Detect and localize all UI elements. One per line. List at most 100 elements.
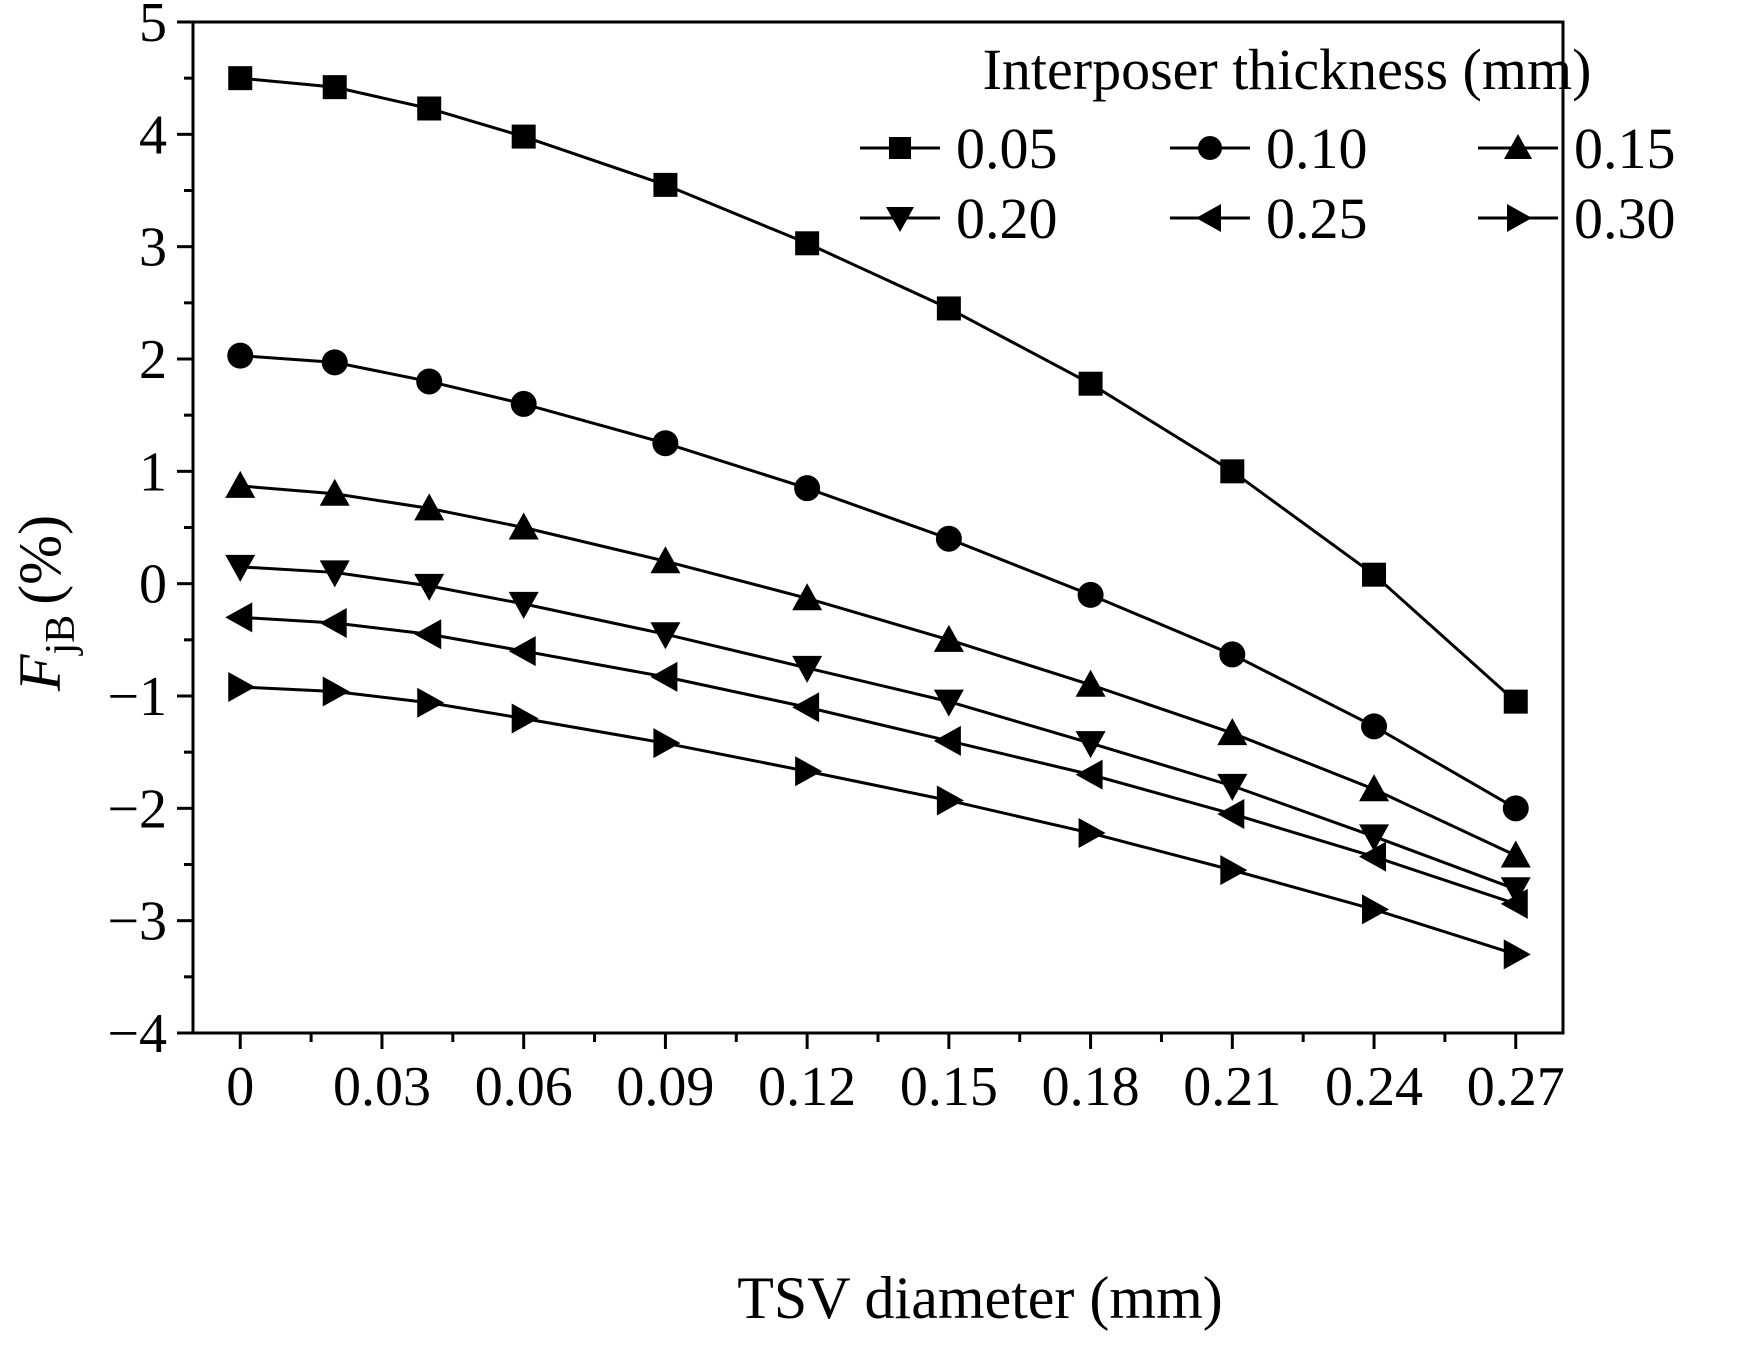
data-point-square <box>1078 371 1103 396</box>
legend-label: 0.25 <box>1266 186 1368 251</box>
data-point-circle <box>1219 641 1246 668</box>
y-tick-label: −3 <box>107 891 167 953</box>
data-point-triangle-down <box>225 554 256 582</box>
data-point-triangle-down <box>1359 824 1390 852</box>
y-tick-label: 1 <box>139 441 167 503</box>
data-point-triangle-down <box>650 622 681 650</box>
data-point-triangle-down <box>792 655 823 683</box>
series-line <box>240 685 1517 956</box>
data-point-triangle-up <box>225 470 256 498</box>
data-point-triangle-left <box>1217 798 1245 829</box>
data-point-square <box>795 231 820 256</box>
x-axis-ticks: 0 0.03 0.06 0.09 0.12 0.15 0.18 0.21 0.24 0.27 <box>226 1033 1565 1118</box>
x-tick-label: 0.03 <box>333 1056 431 1118</box>
legend-entry-0.15: 0.15 <box>1478 116 1676 181</box>
data-point-triangle-left <box>1196 204 1221 232</box>
data-point-triangle-left <box>1500 888 1528 919</box>
data-point-circle <box>227 342 254 369</box>
data-point-triangle-up <box>650 546 681 574</box>
data-point-square <box>936 296 961 321</box>
data-point-triangle-up <box>792 583 823 611</box>
legend-label: 0.05 <box>956 116 1058 181</box>
data-point-square <box>1503 689 1528 714</box>
data-point-circle <box>1361 713 1388 740</box>
data-point-circle <box>1077 581 1104 608</box>
legend-label: 0.15 <box>1574 116 1676 181</box>
data-point-triangle-right <box>1507 204 1532 232</box>
legend-entry-0.25: 0.25 <box>1170 186 1368 251</box>
data-point-triangle-right <box>1503 939 1531 970</box>
data-point-square <box>228 66 253 91</box>
data-point-triangle-right <box>653 728 681 759</box>
data-point-triangle-right <box>322 676 350 707</box>
y-axis-ticks: 5 4 3 2 1 0 −1 −2 −3 −4 <box>107 0 193 1065</box>
y-tick-label: −1 <box>107 666 167 728</box>
legend-label: 0.30 <box>1574 186 1676 251</box>
data-point-triangle-left <box>792 692 820 723</box>
data-point-triangle-down <box>1500 877 1531 905</box>
y-tick-label: 5 <box>139 0 167 54</box>
y-tick-label: 3 <box>139 217 167 279</box>
data-point-triangle-up <box>1075 669 1106 697</box>
y-tick-label: 0 <box>139 554 167 616</box>
data-point-circle <box>1502 795 1529 822</box>
data-point-triangle-right <box>1362 894 1390 925</box>
data-point-triangle-left <box>1359 841 1387 872</box>
series-line <box>240 484 1517 857</box>
series-line <box>240 615 1517 906</box>
x-tick-label: 0.15 <box>900 1056 998 1118</box>
data-point-triangle-left <box>1075 759 1103 790</box>
data-point-square <box>1362 562 1387 587</box>
data-point-triangle-left <box>414 619 442 650</box>
data-point-triangle-up <box>414 493 445 521</box>
svg-text:FjB(%): FjB (%) <box>7 515 84 692</box>
data-point-triangle-up <box>1359 774 1390 802</box>
y-axis-title-unit: (%) <box>7 515 73 605</box>
data-point-square <box>653 172 678 197</box>
data-point-circle <box>321 349 348 376</box>
series-0.15 <box>225 470 1531 868</box>
data-point-triangle-down <box>933 689 964 717</box>
data-point-square <box>1220 459 1245 484</box>
series-0.20 <box>225 554 1531 905</box>
data-point-triangle-up <box>1500 840 1531 868</box>
data-point-circle <box>935 525 962 552</box>
data-point-triangle-right <box>936 785 964 816</box>
data-point-square <box>322 75 347 100</box>
y-tick-label: −4 <box>107 1003 167 1065</box>
legend-entry-0.05: 0.05 <box>860 116 1058 181</box>
x-tick-label: 0.09 <box>616 1056 714 1118</box>
x-tick-label: 0 <box>226 1056 254 1118</box>
data-point-triangle-down <box>414 573 445 601</box>
y-tick-label: 2 <box>139 329 167 391</box>
series-0.25 <box>225 602 1528 919</box>
data-point-triangle-right <box>1220 855 1248 886</box>
data-point-square <box>417 96 442 121</box>
x-tick-label: 0.06 <box>475 1056 573 1118</box>
x-axis-title: TSV diameter (mm) <box>737 1265 1222 1331</box>
legend-title: Interposer thickness (mm) <box>983 37 1592 102</box>
data-point-triangle-up <box>1504 134 1532 159</box>
data-point-triangle-left <box>933 725 961 756</box>
data-point-triangle-up <box>933 624 964 652</box>
legend-label: 0.10 <box>1266 116 1368 181</box>
data-point-triangle-up <box>1217 718 1248 746</box>
x-tick-label: 0.27 <box>1467 1056 1565 1118</box>
data-point-triangle-right <box>511 703 539 734</box>
data-point-triangle-down <box>508 591 539 619</box>
data-point-triangle-down <box>886 207 914 232</box>
x-tick-label: 0.12 <box>758 1056 856 1118</box>
x-tick-label: 0.21 <box>1183 1056 1281 1118</box>
legend: Interposer thickness (mm) 0.05 0.10 0.150.… <box>860 37 1676 251</box>
data-point-triangle-down <box>1217 773 1248 801</box>
data-point-triangle-left <box>225 602 253 633</box>
data-point-triangle-left <box>319 607 347 638</box>
legend-label: 0.20 <box>956 186 1058 251</box>
data-point-triangle-up <box>319 478 350 506</box>
data-point-triangle-right <box>417 687 445 718</box>
x-tick-label: 0.18 <box>1042 1056 1140 1118</box>
series-0.30 <box>228 672 1531 970</box>
legend-entry-0.20: 0.20 <box>860 186 1058 251</box>
y-tick-label: 4 <box>139 104 167 166</box>
